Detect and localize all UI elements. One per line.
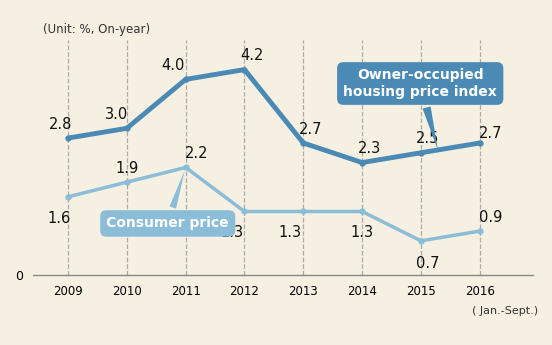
Text: (Unit: %, On-year): (Unit: %, On-year) [43,22,150,36]
Text: 1.3: 1.3 [351,225,374,240]
Text: 0.9: 0.9 [479,210,502,225]
Text: 1.3: 1.3 [220,225,243,240]
Text: 0.7: 0.7 [416,256,440,270]
Text: 2.5: 2.5 [416,131,440,146]
Text: 1.9: 1.9 [115,161,139,176]
Text: 2.2: 2.2 [184,146,208,161]
Text: 4.2: 4.2 [240,48,263,63]
Text: 2.7: 2.7 [479,126,502,140]
Text: 4.0: 4.0 [161,58,184,73]
Text: 3.0: 3.0 [105,107,128,122]
Text: 2.7: 2.7 [299,122,322,137]
Text: Consumer price: Consumer price [107,170,229,230]
Text: 2.3: 2.3 [358,141,381,156]
Text: 2.8: 2.8 [49,117,73,132]
Text: Owner-occupied
housing price index: Owner-occupied housing price index [343,68,497,150]
Text: 1.6: 1.6 [47,210,71,226]
Text: ( Jan.-Sept.): ( Jan.-Sept.) [471,306,538,316]
Text: 1.3: 1.3 [279,225,302,240]
